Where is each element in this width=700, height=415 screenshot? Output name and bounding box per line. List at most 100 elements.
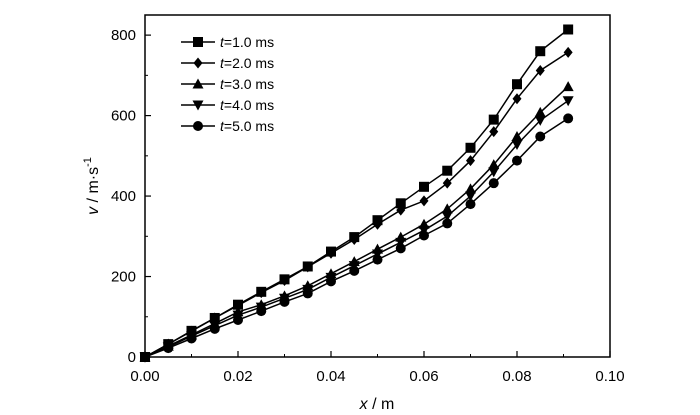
data-point	[563, 113, 574, 124]
data-point	[396, 204, 406, 216]
legend-marker	[192, 100, 204, 111]
x-tick-label: 0.08	[502, 368, 531, 385]
series-3	[139, 81, 574, 362]
x-tick-label: 0.06	[409, 368, 438, 385]
data-point	[442, 177, 452, 189]
data-point	[302, 288, 313, 299]
y-axis-unit: / m·s	[85, 167, 102, 207]
y-tick-label: 400	[111, 188, 136, 205]
series-line	[144, 28, 569, 358]
data-point	[233, 314, 243, 325]
legend-item-5: t=5.0 ms	[181, 118, 274, 134]
data-point	[563, 24, 574, 35]
series-5	[140, 113, 574, 362]
data-point	[563, 46, 573, 58]
legend-marker	[193, 37, 203, 47]
data-point	[349, 234, 359, 246]
data-point	[488, 114, 499, 125]
y-tick-label: 800	[111, 27, 136, 44]
data-point	[209, 323, 220, 334]
legend-marker	[193, 57, 203, 69]
legend-variable: t	[220, 97, 225, 113]
data-point	[210, 312, 220, 324]
data-point	[562, 81, 574, 92]
x-axis-unit: / m	[368, 396, 395, 413]
data-point	[442, 218, 453, 229]
legend-value: =4.0 ms	[224, 97, 274, 113]
data-point	[395, 198, 406, 209]
legend-variable: t	[220, 118, 225, 134]
legend-value: =5.0 ms	[224, 118, 274, 134]
legend-marker	[193, 121, 203, 131]
data-point	[279, 296, 290, 307]
data-point	[535, 46, 546, 57]
data-point	[488, 178, 499, 189]
data-point	[466, 155, 475, 167]
data-point	[419, 181, 429, 192]
legend-variable: t	[220, 34, 225, 50]
data-point	[534, 115, 546, 126]
series-line	[144, 100, 569, 358]
data-point	[233, 299, 243, 311]
legend-label: t=4.0 ms	[220, 97, 274, 113]
data-point	[373, 218, 382, 230]
legend-label: t=2.0 ms	[220, 55, 274, 71]
data-point	[511, 140, 523, 151]
data-point	[489, 126, 499, 138]
data-point	[280, 275, 289, 287]
legend-label: t=3.0 ms	[220, 76, 274, 92]
data-point	[326, 247, 336, 259]
data-point	[419, 195, 429, 207]
x-tick-label: 0.00	[130, 368, 159, 385]
x-tick-label: 0.02	[223, 368, 252, 385]
y-axis-unit-superscript: -1	[82, 157, 94, 167]
series-line	[144, 86, 569, 358]
legend-variable: t	[220, 76, 225, 92]
data-point	[465, 199, 476, 210]
data-point	[465, 191, 476, 202]
data-point	[535, 131, 546, 142]
data-point	[349, 265, 360, 276]
legend-value: =1.0 ms	[224, 34, 274, 50]
data-point	[256, 306, 267, 317]
x-axis-variable: x	[359, 396, 369, 413]
legend: t=1.0 mst=2.0 mst=3.0 mst=4.0 mst=5.0 ms	[181, 34, 274, 134]
y-tick-label: 600	[111, 108, 136, 125]
series-line	[144, 51, 569, 358]
data-point	[512, 79, 522, 90]
series-4	[139, 96, 574, 363]
data-point	[511, 131, 523, 142]
data-point	[535, 65, 545, 77]
legend-label: t=5.0 ms	[220, 118, 274, 134]
data-point	[419, 230, 429, 241]
legend-label: t=1.0 ms	[220, 34, 274, 50]
data-point	[512, 155, 522, 166]
legend-variable: t	[220, 55, 225, 71]
data-point	[395, 243, 406, 254]
series-layer	[139, 24, 574, 363]
y-tick-label: 0	[128, 349, 136, 366]
legend-item-4: t=4.0 ms	[181, 97, 274, 113]
data-point	[372, 249, 383, 260]
data-point	[395, 237, 407, 248]
legend-item-2: t=2.0 ms	[181, 55, 274, 71]
y-axis-label: v / m·s-1	[82, 157, 102, 215]
data-point	[256, 287, 266, 299]
legend-item-3: t=3.0 ms	[181, 76, 274, 92]
y-tick-label: 200	[111, 269, 136, 286]
data-point	[534, 106, 546, 117]
series-1	[140, 24, 574, 362]
data-point	[442, 165, 453, 176]
data-point	[372, 254, 383, 265]
legend-marker	[192, 78, 204, 89]
data-point	[488, 159, 500, 170]
legend-item-1: t=1.0 ms	[181, 34, 274, 50]
data-point	[465, 183, 476, 194]
data-point	[163, 343, 174, 354]
data-point	[512, 93, 522, 105]
data-point	[441, 211, 453, 222]
series-2	[140, 46, 573, 363]
data-point	[326, 276, 336, 287]
legend-value: =3.0 ms	[224, 76, 274, 92]
data-point	[186, 333, 197, 344]
